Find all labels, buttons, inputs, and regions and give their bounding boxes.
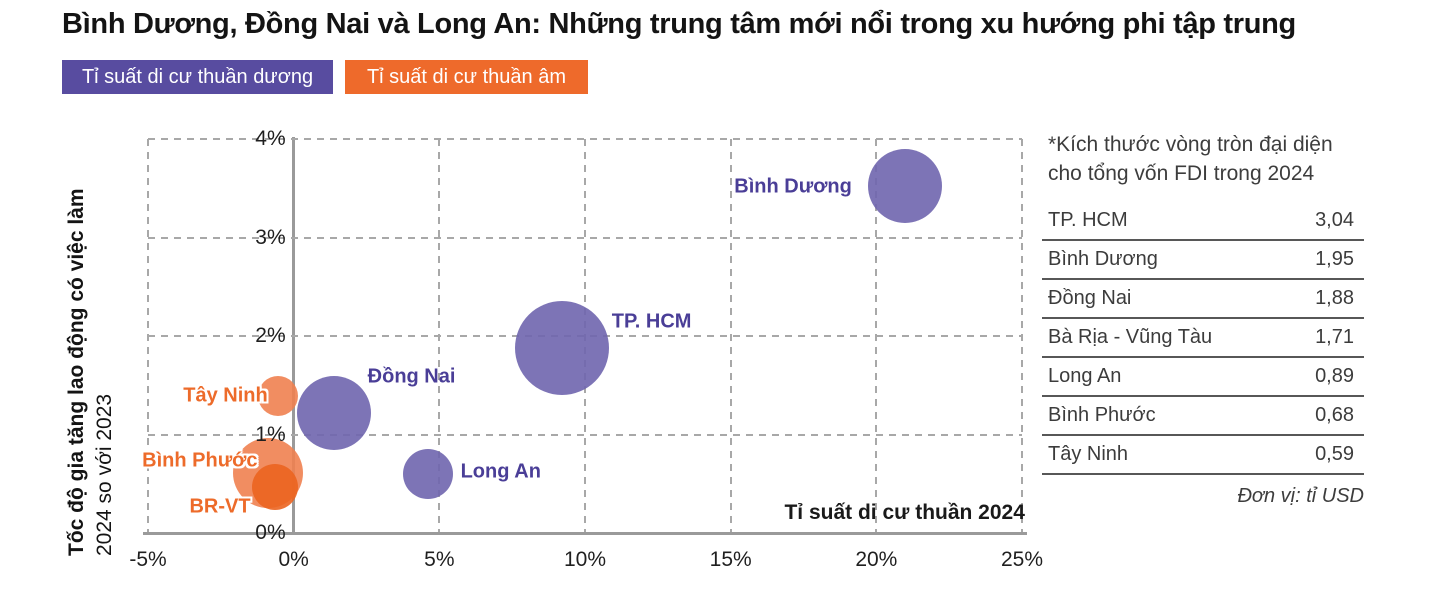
table-row-label: Bà Rịa - Vũng Tàu — [1042, 318, 1293, 358]
table-row: Bà Rịa - Vũng Tàu 1,71 — [1042, 318, 1364, 358]
bubble-label-binh-duong: Bình Dương — [734, 175, 852, 198]
table-row-value: 3,04 — [1292, 201, 1364, 241]
bubble-label-dong-nai: Đồng Nai — [367, 365, 456, 388]
bubble-binh-phuoc — [251, 463, 298, 510]
table-row: TP. HCM 3,04 — [1042, 201, 1364, 241]
bubble-label-long-an: Long An — [460, 460, 541, 483]
table-row-value: 0,89 — [1292, 357, 1364, 397]
y-axis-label-line2: 2024 so với 2023 — [93, 393, 116, 556]
x-tick-0: 0% — [278, 548, 309, 571]
table-row: Bình Dương 1,95 — [1042, 240, 1364, 280]
table-row-label: Long An — [1042, 357, 1293, 397]
y-tick-2: 2% — [255, 324, 286, 347]
table-row: Đồng Nai 1,88 — [1042, 279, 1364, 319]
x-tick-25: 25% — [1000, 548, 1044, 571]
x-tick-10: 10% — [563, 548, 607, 571]
x-tick-20: 20% — [855, 548, 898, 571]
bubble-label-tp-hcm: TP. HCM — [611, 310, 692, 333]
table-row-label: Tây Ninh — [1042, 435, 1293, 475]
fdi-panel: *Kích thước vòng tròn đại diện cho tổng v… — [1042, 130, 1364, 508]
bubble-tay-ninh — [257, 376, 298, 417]
legend-positive-badge: Tỉ suất di cư thuần dương — [62, 60, 333, 94]
gridline-h-1 — [148, 433, 1022, 436]
table-row: Long An 0,89 — [1042, 357, 1364, 397]
table-row: Bình Phước 0,68 — [1042, 396, 1364, 436]
legend: Tỉ suất di cư thuần dương Tỉ suất di cư … — [62, 60, 588, 94]
table-row-label: Bình Dương — [1042, 240, 1293, 280]
x-axis-label: Tỉ suất di cư thuần 2024 — [784, 501, 1025, 525]
fdi-table: TP. HCM 3,04 Bình Dương 1,95 Đồng Nai 1,88 Bà … — [1042, 201, 1364, 475]
table-row-value: 1,88 — [1292, 279, 1364, 319]
bubble-label-br-vt: BR-VT — [189, 495, 251, 518]
y-axis-label-line1: Tốc độ gia tăng lao động có việc làm — [65, 188, 88, 556]
table-row-label: Bình Phước — [1042, 396, 1293, 436]
bubble-label-binh-phuoc: Bình Phước — [142, 449, 258, 472]
y-tick-0: 0% — [255, 521, 286, 544]
bubble-tp-hcm — [514, 300, 609, 395]
y-tick-1: 1% — [255, 422, 286, 446]
legend-negative-badge: Tỉ suất di cư thuần âm — [345, 60, 588, 94]
table-row-label: TP. HCM — [1042, 201, 1293, 241]
y-axis-label: Tốc độ gia tăng lao động có việc làm 202… — [63, 124, 121, 556]
table-row: Tây Ninh 0,59 — [1042, 435, 1364, 475]
fdi-size-note-line1: *Kích thước vòng tròn đại diện — [1048, 133, 1333, 156]
table-row-value: 0,68 — [1292, 396, 1364, 436]
table-row-value: 0,59 — [1292, 435, 1364, 475]
table-row-label: Đồng Nai — [1042, 279, 1293, 319]
x-tick--5: -5% — [129, 548, 167, 571]
table-row-value: 1,95 — [1292, 240, 1364, 280]
y-tick-3: 3% — [255, 225, 286, 249]
x-tick-15: 15% — [709, 548, 752, 571]
gridline-h-3 — [148, 236, 1022, 239]
bubble-dong-nai — [297, 375, 372, 450]
y-tick-4: 4% — [255, 127, 286, 150]
gridline-v-25 — [1021, 139, 1023, 533]
bubble-long-an — [402, 448, 453, 499]
fdi-size-note: *Kích thước vòng tròn đại diện cho tổng v… — [1042, 130, 1364, 188]
x-tick-5: 5% — [424, 548, 455, 571]
gridline-h-4 — [148, 138, 1022, 140]
table-row-value: 1,71 — [1292, 318, 1364, 358]
bubble-label-tay-ninh: Tây Ninh — [183, 384, 268, 407]
chart-title: Bình Dương, Đồng Nai và Long An: Những t… — [62, 8, 1296, 40]
bubble-binh-duong — [868, 149, 943, 224]
x-axis-line — [143, 532, 1027, 535]
fdi-size-note-line2: cho tổng vốn FDI trong 2024 — [1048, 162, 1315, 185]
fdi-unit-note: Đơn vị: tỉ USD — [1237, 485, 1364, 507]
